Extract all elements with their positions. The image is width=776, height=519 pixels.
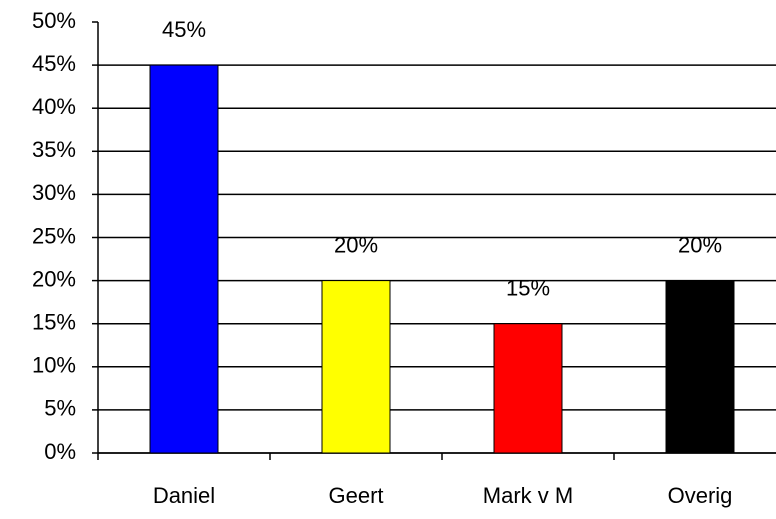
y-tick-label: 40% bbox=[32, 94, 76, 119]
y-tick-label: 35% bbox=[32, 137, 76, 162]
bar bbox=[493, 323, 563, 454]
value-label: 45% bbox=[162, 17, 206, 42]
y-tick-label: 45% bbox=[32, 51, 76, 76]
value-label: 15% bbox=[506, 276, 550, 301]
x-tick-label: Geert bbox=[328, 483, 383, 508]
value-label: 20% bbox=[334, 232, 378, 257]
y-tick-label: 5% bbox=[44, 396, 76, 421]
y-tick-label: 30% bbox=[32, 180, 76, 205]
x-tick-label: Overig bbox=[668, 483, 733, 508]
bar bbox=[665, 280, 735, 454]
y-tick-label: 20% bbox=[32, 266, 76, 291]
value-label: 20% bbox=[678, 232, 722, 257]
x-tick-label: Mark v M bbox=[483, 483, 573, 508]
x-tick-label: Daniel bbox=[153, 483, 215, 508]
bar bbox=[321, 280, 391, 454]
y-tick-label: 25% bbox=[32, 223, 76, 248]
y-tick-label: 0% bbox=[44, 439, 76, 464]
bar bbox=[149, 64, 219, 454]
y-tick-label: 15% bbox=[32, 310, 76, 335]
y-tick-label: 10% bbox=[32, 353, 76, 378]
y-tick-label: 50% bbox=[32, 8, 76, 33]
